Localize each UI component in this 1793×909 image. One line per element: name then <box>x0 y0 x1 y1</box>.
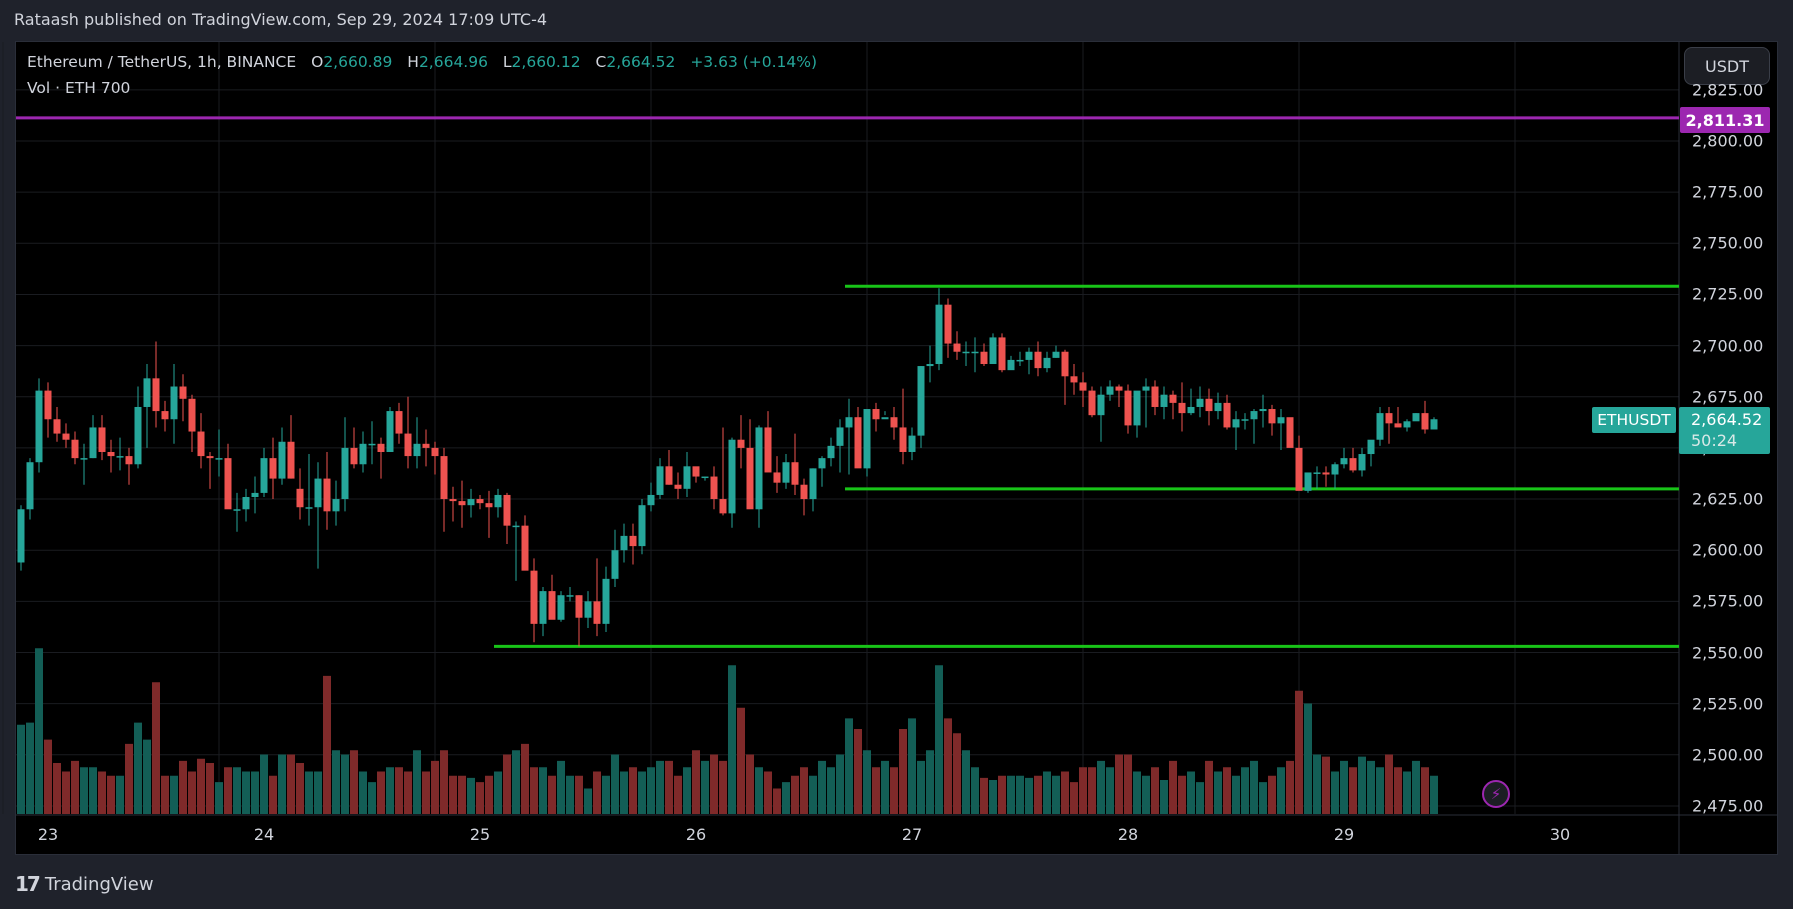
resistance-price-tag: 2,811.31 <box>1680 107 1770 133</box>
low-value: 2,660.12 <box>511 53 581 71</box>
lightning-icon[interactable]: ⚡ <box>1482 780 1510 808</box>
volume-label[interactable]: Vol · ETH <box>27 79 96 97</box>
time-tick: 23 <box>37 825 59 844</box>
tradingview-brand[interactable]: 17 TradingView <box>15 872 154 896</box>
close-label: C <box>595 53 607 71</box>
price-tick: 2,525.00 <box>1692 694 1764 714</box>
time-tick: 26 <box>685 825 707 844</box>
last-price-tag: 2,664.52 50:24 <box>1679 407 1770 454</box>
price-tick: 2,475.00 <box>1692 796 1764 816</box>
price-tick: 2,825.00 <box>1692 80 1764 100</box>
price-tick: 2,725.00 <box>1692 284 1764 304</box>
time-tick: 28 <box>1117 825 1139 844</box>
time-tick: 24 <box>253 825 275 844</box>
high-value: 2,664.96 <box>418 53 488 71</box>
symbol-tag: ETHUSDT <box>1592 407 1676 433</box>
publisher-line: Rataash published on TradingView.com, Se… <box>14 10 548 29</box>
time-tick: 25 <box>469 825 491 844</box>
price-tick: 2,550.00 <box>1692 643 1764 662</box>
bar-countdown: 50:24 <box>1691 431 1738 450</box>
ohlc-legend: Ethereum / TetherUS, 1h, BINANCE O2,660.… <box>27 53 817 71</box>
close-value: 2,664.52 <box>606 53 676 71</box>
price-tick: 2,750.00 <box>1692 233 1764 253</box>
price-tick: 2,625.00 <box>1692 489 1764 509</box>
price-tick: 2,575.00 <box>1692 591 1764 611</box>
low-label: L <box>502 53 512 71</box>
price-tick: 2,775.00 <box>1692 182 1764 202</box>
tradingview-logo-icon: 17 <box>15 872 41 896</box>
brand-name: TradingView <box>44 873 154 895</box>
price-tick: 2,800.00 <box>1692 131 1764 151</box>
price-tick: 2,500.00 <box>1692 745 1764 765</box>
currency-button[interactable]: USDT <box>1684 47 1770 85</box>
time-tick: 27 <box>901 825 923 844</box>
symbol-title[interactable]: Ethereum / TetherUS, 1h, BINANCE <box>27 53 297 71</box>
time-tick: 29 <box>1333 825 1355 844</box>
volume-value: 700 <box>100 79 131 97</box>
open-value: 2,660.89 <box>323 53 393 71</box>
time-tick: 30 <box>1549 825 1571 844</box>
price-tick: 2,700.00 <box>1692 336 1764 356</box>
last-price: 2,664.52 <box>1691 410 1763 429</box>
open-label: O <box>311 53 324 71</box>
volume-legend: Vol · ETH 700 <box>27 79 130 97</box>
high-label: H <box>407 53 419 71</box>
change-value: +3.63 (+0.14%) <box>690 53 818 71</box>
price-tick: 2,675.00 <box>1692 387 1764 407</box>
price-tick: 2,600.00 <box>1692 540 1764 560</box>
